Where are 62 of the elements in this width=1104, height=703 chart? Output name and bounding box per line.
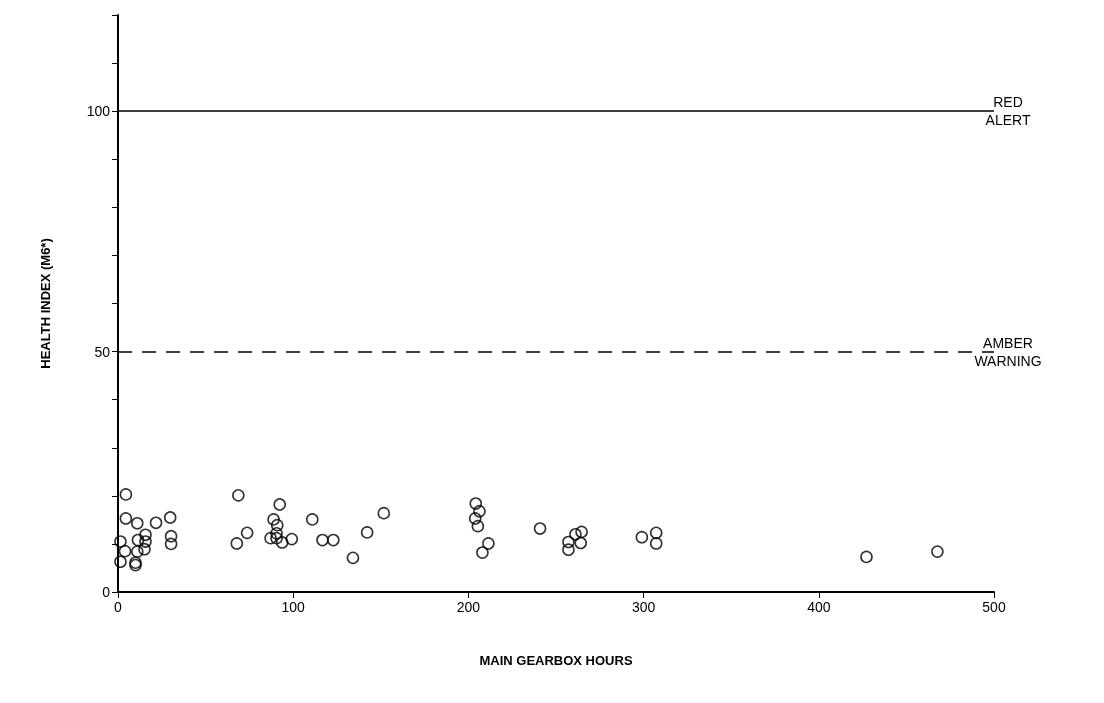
point <box>232 489 245 502</box>
point <box>114 535 127 548</box>
point <box>569 528 582 541</box>
point <box>273 498 287 511</box>
ref-line-label: AMBER WARNING <box>974 334 1042 369</box>
point <box>473 504 486 518</box>
point <box>533 522 547 535</box>
point <box>327 533 340 547</box>
point <box>931 545 944 558</box>
point <box>306 513 319 526</box>
point <box>562 543 575 556</box>
point <box>285 532 299 546</box>
point <box>270 518 284 532</box>
point <box>649 537 663 550</box>
point <box>164 537 178 551</box>
point <box>149 516 163 530</box>
point <box>139 535 152 548</box>
point <box>377 506 391 520</box>
point <box>574 536 587 550</box>
point <box>163 511 177 524</box>
point <box>230 537 244 550</box>
point <box>360 526 374 539</box>
point <box>275 536 289 549</box>
x-tick-label: 500 <box>982 599 1006 615</box>
point <box>118 544 132 558</box>
y-tick-label: 100 <box>86 103 111 120</box>
point <box>469 497 483 510</box>
point <box>264 531 277 545</box>
point <box>346 551 360 565</box>
x-tick-label: 400 <box>807 599 831 615</box>
y-tick-label: 0 <box>102 584 111 600</box>
ref-line-label: RED ALERT <box>985 94 1031 129</box>
y-tick-label: 50 <box>94 343 111 360</box>
point <box>471 519 485 533</box>
point <box>114 555 127 568</box>
point <box>860 550 873 564</box>
x-tick-label: 100 <box>281 599 306 615</box>
point <box>635 530 649 544</box>
point <box>138 542 151 556</box>
point <box>267 513 280 526</box>
x-tick-label: 300 <box>631 599 656 615</box>
point <box>270 531 283 545</box>
point <box>130 545 144 558</box>
point <box>575 525 588 539</box>
x-tick-label: 0 <box>114 599 123 615</box>
y-axis-title: HEALTH INDEX (M6*) <box>38 238 53 369</box>
point <box>139 528 152 542</box>
point <box>240 526 254 540</box>
point <box>468 512 482 525</box>
point <box>130 516 144 530</box>
point <box>119 512 133 525</box>
point <box>131 533 145 547</box>
point <box>562 535 575 549</box>
x-axis-title: MAIN GEARBOX HOURS <box>479 653 633 668</box>
point <box>476 546 489 559</box>
point <box>270 527 283 540</box>
point <box>164 529 178 543</box>
point <box>482 537 495 550</box>
x-tick-label: 200 <box>456 599 481 615</box>
point <box>649 526 663 540</box>
point <box>119 488 133 501</box>
point <box>316 533 329 547</box>
